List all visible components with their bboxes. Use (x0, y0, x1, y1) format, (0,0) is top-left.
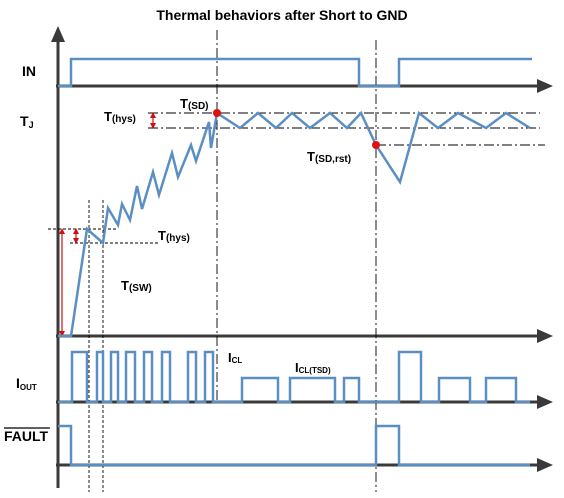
iout-waveform (58, 350, 530, 404)
hysteresis-arrows (59, 112, 156, 337)
iout-label: IOUT (16, 375, 37, 392)
t-sd-rst-label: T(SD,rst) (307, 149, 351, 165)
tj-waveform (58, 110, 531, 338)
t-sw-label: T(SW) (121, 278, 152, 294)
t-hys-top-label: T(hys) (104, 109, 136, 125)
tj-label: TJ (20, 113, 34, 130)
i-cl-tsd-label: ICL(TSD) (295, 360, 331, 375)
axes (51, 26, 553, 488)
level-guides (48, 112, 545, 244)
fault-label: FAULT (4, 428, 49, 444)
i-cl-label: ICL (228, 350, 242, 365)
t-hys-low-label: T(hys) (158, 228, 190, 244)
diagram-title: Thermal behaviors after Short to GND (156, 7, 407, 23)
t-sd-marker (213, 109, 221, 117)
fault-waveform (58, 424, 530, 467)
t-sd-label: T(SD) (180, 96, 209, 112)
in-waveform (58, 57, 532, 88)
in-label: IN (22, 63, 36, 79)
t-sd-rst-marker (372, 141, 380, 149)
time-guides (88, 30, 377, 492)
